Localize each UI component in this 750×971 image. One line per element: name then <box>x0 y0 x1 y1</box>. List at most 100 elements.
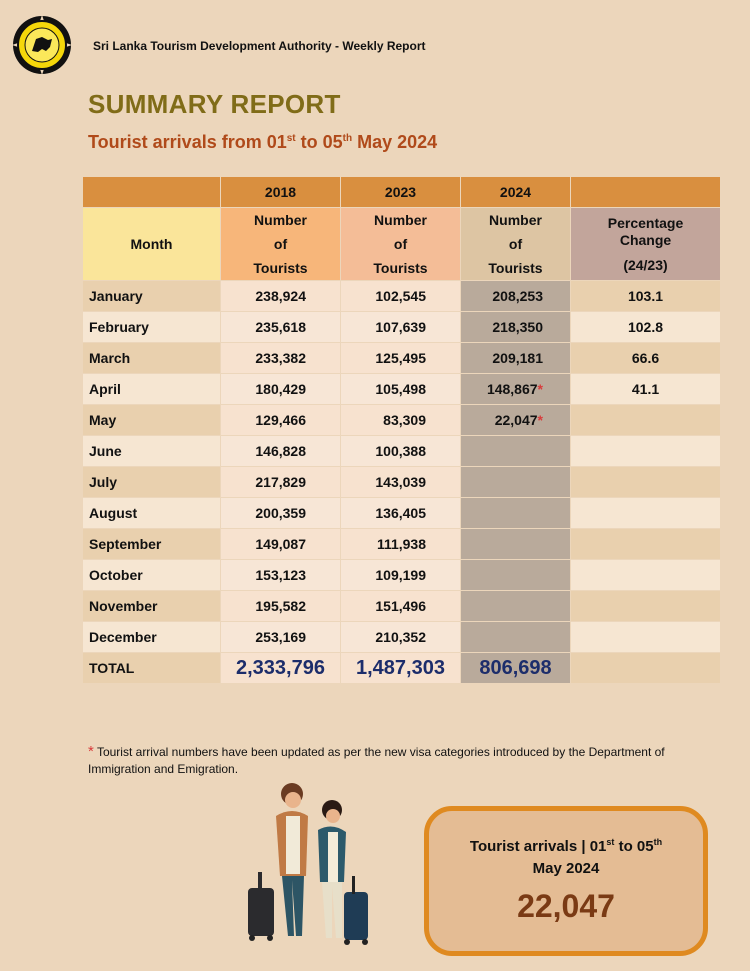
table-row: August 200,359 136,405 <box>82 497 721 529</box>
tourists-2023-cell: 100,388 <box>340 435 461 467</box>
month-cell: September <box>82 528 221 560</box>
tourists-2018-cell: 217,829 <box>220 466 341 498</box>
tourists-2018-cell: 146,828 <box>220 435 341 467</box>
column-header-row: Month Number of Tourists Number of Tourists … <box>82 207 721 281</box>
month-cell: December <box>82 621 221 653</box>
sltda-logo <box>12 15 72 75</box>
tourists-2023-cell: 107,639 <box>340 311 461 343</box>
percentage-change-cell <box>570 466 721 498</box>
tourists-2024-cell <box>460 497 571 529</box>
table-row: July 217,829 143,039 <box>82 466 721 498</box>
month-cell: June <box>82 435 221 467</box>
percentage-change-cell <box>570 559 721 591</box>
percentage-change-cell <box>570 404 721 436</box>
total-2024: 806,698 <box>460 652 571 684</box>
highlight-box: Tourist arrivals | 01st to 05th May 2024 … <box>424 806 708 956</box>
tourists-2023-cell: 143,039 <box>340 466 461 498</box>
tourists-2024-cell: 209,181 <box>460 342 571 374</box>
tourists-2024-cell <box>460 559 571 591</box>
tourists-2023-cell: 102,545 <box>340 280 461 312</box>
tourists-2018-cell: 238,924 <box>220 280 341 312</box>
total-2023: 1,487,303 <box>340 652 461 684</box>
tourists-2018-cell: 195,582 <box>220 590 341 622</box>
tourists-header-2023: Number of Tourists <box>340 207 461 281</box>
tourists-header-2018: Number of Tourists <box>220 207 341 281</box>
month-cell: March <box>82 342 221 374</box>
table-row: May 129,466 83,309 22,047* <box>82 404 721 436</box>
page-subtitle: Tourist arrivals from 01st to 05th May 2… <box>88 132 438 152</box>
table-row: January 238,924 102,545 208,253 103.1 <box>82 280 721 312</box>
tourists-2024-cell: 148,867* <box>460 373 571 405</box>
total-row: TOTAL 2,333,796 1,487,303 806,698 <box>82 652 721 684</box>
tourists-2023-cell: 105,498 <box>340 373 461 405</box>
table-row: October 153,123 109,199 <box>82 559 721 591</box>
tourists-2018-cell: 149,087 <box>220 528 341 560</box>
month-cell: February <box>82 311 221 343</box>
year-header-row: 2018 2023 2024 <box>82 176 721 208</box>
tourists-2023-cell: 111,938 <box>340 528 461 560</box>
month-cell: April <box>82 373 221 405</box>
tourists-2018-cell: 235,618 <box>220 311 341 343</box>
percentage-change-cell <box>570 497 721 529</box>
tourists-2023-cell: 151,496 <box>340 590 461 622</box>
year-header-2023: 2023 <box>340 176 461 208</box>
tourists-2023-cell: 210,352 <box>340 621 461 653</box>
highlight-label: Tourist arrivals | 01st to 05th May 2024 <box>469 837 663 877</box>
tourists-header-2024: Number of Tourists <box>460 207 571 281</box>
year-header-2018: 2018 <box>220 176 341 208</box>
tourists-2018-cell: 233,382 <box>220 342 341 374</box>
month-cell: August <box>82 497 221 529</box>
travelers-illustration <box>248 783 368 945</box>
total-2018: 2,333,796 <box>220 652 341 684</box>
revision-asterisk: * <box>537 381 543 397</box>
percentage-change-header: Percentage Change (24/23) <box>570 207 721 281</box>
tourists-2018-cell: 129,466 <box>220 404 341 436</box>
percentage-change-cell <box>570 590 721 622</box>
table-row: December 253,169 210,352 <box>82 621 721 653</box>
tourists-2018-cell: 200,359 <box>220 497 341 529</box>
tourists-2023-cell: 136,405 <box>340 497 461 529</box>
month-cell: May <box>82 404 221 436</box>
table-row: February 235,618 107,639 218,350 102.8 <box>82 311 721 343</box>
year-header-2024: 2024 <box>460 176 571 208</box>
revision-asterisk: * <box>537 412 543 428</box>
year-header-blank <box>82 176 221 208</box>
tourists-2023-cell: 109,199 <box>340 559 461 591</box>
tourists-2023-cell: 125,495 <box>340 342 461 374</box>
month-cell: January <box>82 280 221 312</box>
table-row: April 180,429 105,498 148,867* 41.1 <box>82 373 721 405</box>
month-cell: October <box>82 559 221 591</box>
year-header-blank-pct <box>570 176 721 208</box>
tourists-2024-cell <box>460 435 571 467</box>
tourists-2018-cell: 153,123 <box>220 559 341 591</box>
month-cell: July <box>82 466 221 498</box>
tourists-2024-cell <box>460 466 571 498</box>
tourists-2023-cell: 83,309 <box>340 404 461 436</box>
page-title: SUMMARY REPORT <box>88 89 341 119</box>
arrivals-table: 2018 2023 2024 Month Number of Tourists Nu… <box>82 176 721 684</box>
percentage-change-cell: 66.6 <box>570 342 721 374</box>
percentage-change-cell <box>570 621 721 653</box>
percentage-change-cell: 41.1 <box>570 373 721 405</box>
tourists-2024-cell <box>460 528 571 560</box>
tourists-2024-cell <box>460 590 571 622</box>
table-row: September 149,087 111,938 <box>82 528 721 560</box>
total-label: TOTAL <box>82 652 221 684</box>
percentage-change-cell: 102.8 <box>570 311 721 343</box>
tourists-2024-cell: 218,350 <box>460 311 571 343</box>
month-cell: November <box>82 590 221 622</box>
tourists-2024-cell <box>460 621 571 653</box>
percentage-change-cell <box>570 528 721 560</box>
tourists-2024-cell: 208,253 <box>460 280 571 312</box>
footnote: * Tourist arrival numbers have been upda… <box>88 743 665 776</box>
tourists-2024-cell: 22,047* <box>460 404 571 436</box>
tourists-2018-cell: 253,169 <box>220 621 341 653</box>
table-row: June 146,828 100,388 <box>82 435 721 467</box>
table-row: November 195,582 151,496 <box>82 590 721 622</box>
tourists-2018-cell: 180,429 <box>220 373 341 405</box>
organization-name: Sri Lanka Tourism Development Authority … <box>93 39 426 53</box>
percentage-change-cell <box>570 435 721 467</box>
percentage-change-cell: 103.1 <box>570 280 721 312</box>
highlight-value: 22,047 <box>517 888 615 924</box>
table-row: March 233,382 125,495 209,181 66.6 <box>82 342 721 374</box>
